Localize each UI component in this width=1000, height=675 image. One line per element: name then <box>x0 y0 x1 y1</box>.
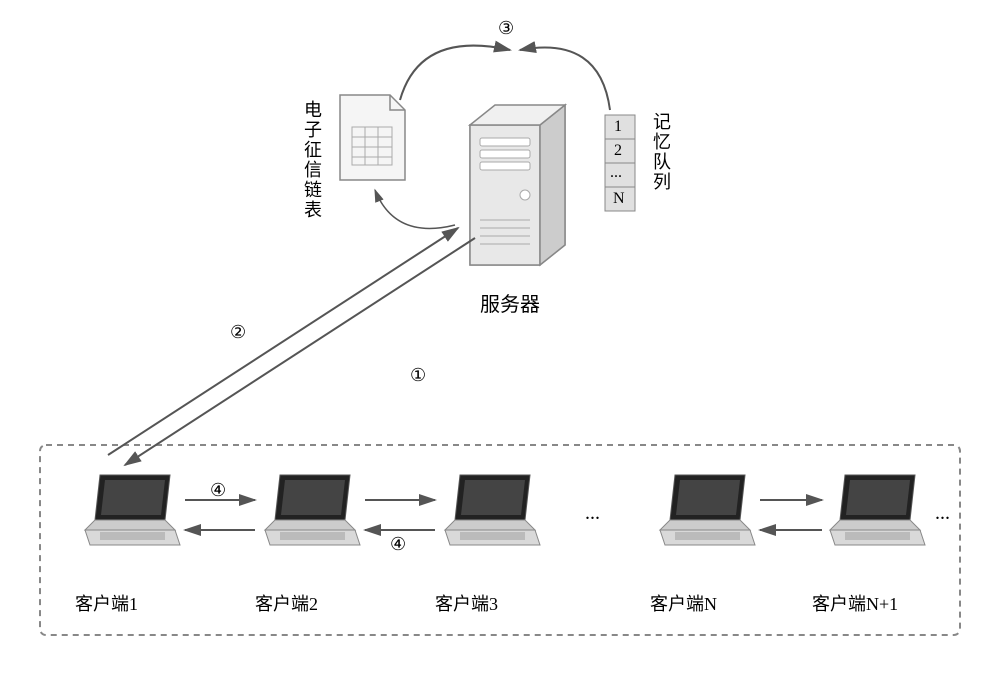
step-3: ③ <box>498 18 514 39</box>
queue-cell-3: ... <box>610 164 622 182</box>
laptop-1 <box>85 475 180 545</box>
arrow-step3-right <box>520 48 610 111</box>
step-4a: ④ <box>210 480 226 501</box>
step-1: ① <box>410 365 426 386</box>
diagram-svg <box>0 0 1000 675</box>
queue-cell-2: 2 <box>614 142 622 160</box>
arrow-step1 <box>125 238 475 465</box>
server-label: 服务器 <box>480 288 540 317</box>
step-2: ② <box>230 322 246 343</box>
queue-cell-1: 1 <box>614 118 622 136</box>
laptop-3 <box>445 475 540 545</box>
queue-label: 记忆队列 <box>648 112 674 192</box>
doc-label: 电子征信链表 <box>299 100 325 220</box>
client-2-label: 客户端2 <box>255 590 318 616</box>
ellipsis-1: ... <box>585 502 600 525</box>
laptop-2 <box>265 475 360 545</box>
client-N-label: 客户端N <box>650 590 717 616</box>
client-N1-label: 客户端N+1 <box>812 590 898 616</box>
arrow-server-to-doc <box>375 190 455 228</box>
ellipsis-2: ... <box>935 502 950 525</box>
arrow-step2 <box>108 228 458 455</box>
queue-cell-4: N <box>613 190 625 208</box>
document-icon <box>340 95 405 180</box>
arrow-step3-left <box>400 46 510 100</box>
laptop-4 <box>660 475 755 545</box>
laptop-5 <box>830 475 925 545</box>
server-icon <box>470 105 565 265</box>
client-3-label: 客户端3 <box>435 590 498 616</box>
step-4b: ④ <box>390 534 406 555</box>
client-1-label: 客户端1 <box>75 590 138 616</box>
